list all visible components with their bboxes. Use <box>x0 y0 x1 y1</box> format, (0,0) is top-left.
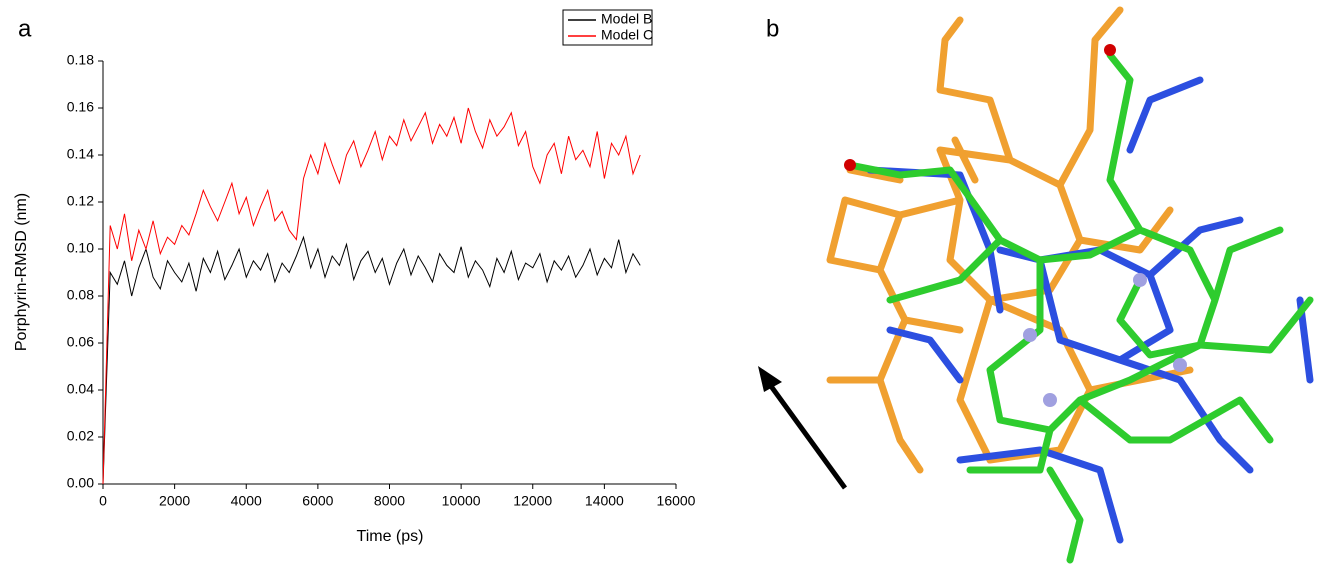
x-tick-label: 6000 <box>302 493 333 509</box>
panel-label: a <box>18 15 32 42</box>
data-line <box>103 237 640 484</box>
molecule-image <box>830 10 1310 560</box>
x-tick-label: 4000 <box>231 493 262 509</box>
x-tick-label: 14000 <box>585 493 624 509</box>
axes <box>103 61 676 484</box>
page: a b Time (ps) Porphyrin-RMSD (nm) 0 2000 4… <box>0 0 1320 566</box>
x-tick-label: 2000 <box>159 493 190 509</box>
x-tick-label: 10000 <box>442 493 481 509</box>
legend-label: Model C <box>601 27 653 43</box>
x-tick-label: 12000 <box>513 493 552 509</box>
arrow-head <box>758 366 782 392</box>
legend-label: Model B <box>601 11 652 27</box>
y-tick-label: 0.12 <box>67 193 94 209</box>
y-tick-label: 0.06 <box>67 334 94 350</box>
y-tick-label: 0.16 <box>67 99 94 115</box>
y-tick-label: 0.00 <box>67 475 94 491</box>
panel-label: b <box>766 15 779 42</box>
x-tick-label: 8000 <box>374 493 405 509</box>
y-tick-label: 0.14 <box>67 146 94 162</box>
y-axis-title: Porphyrin-RMSD (nm) <box>13 193 30 351</box>
x-tick-label: 16000 <box>657 493 696 509</box>
x-tick-label: 0 <box>99 493 107 509</box>
y-tick-label: 0.18 <box>67 52 94 68</box>
y-tick-label: 0.10 <box>67 240 94 256</box>
x-axis-title: Time (ps) <box>357 528 424 545</box>
figure: a b Time (ps) Porphyrin-RMSD (nm) 0 2000 4… <box>0 0 1320 566</box>
y-tick-label: 0.02 <box>67 428 94 444</box>
arrow <box>768 382 845 488</box>
data-line <box>103 108 640 484</box>
y-tick-label: 0.04 <box>67 381 94 397</box>
y-tick-label: 0.08 <box>67 287 94 303</box>
